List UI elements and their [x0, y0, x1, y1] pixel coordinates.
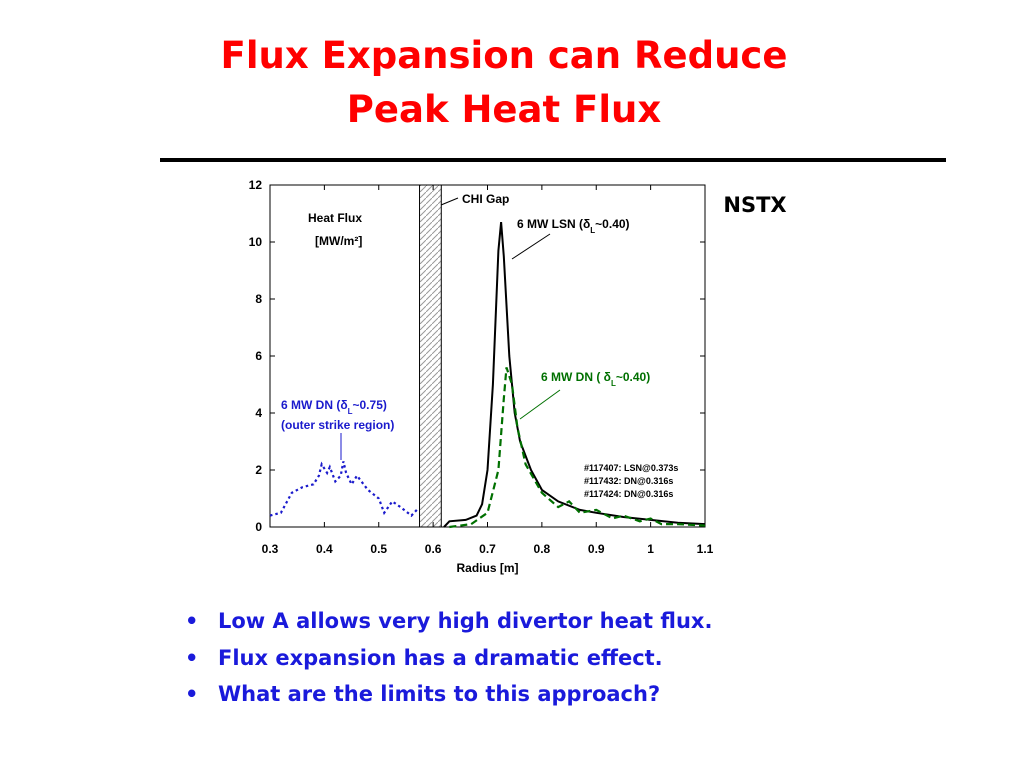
label-text: 6 MW DN (δ	[281, 398, 348, 412]
bullet-dot: •	[185, 682, 198, 706]
y-tick-label: 12	[249, 178, 263, 192]
bullet: Low A allows very high divertor heat flu…	[218, 609, 712, 633]
data-line	[449, 367, 706, 529]
data-line	[443, 222, 706, 528]
y-tick-label: 0	[255, 520, 262, 534]
x-tick-label: 1	[647, 542, 654, 556]
slide-title: Peak Heat Flux	[347, 88, 662, 131]
device-label: NSTX	[723, 193, 786, 217]
y-axis-unit: [MW/m²]	[315, 234, 362, 248]
data-line	[269, 461, 418, 518]
x-axis-label: Radius [m]	[456, 561, 518, 575]
label-text: ~0.40)	[616, 370, 650, 384]
x-tick-label: 0.3	[262, 542, 279, 556]
bullet-dot: •	[185, 609, 198, 633]
y-tick-label: 8	[255, 292, 262, 306]
series-label-note: (outer strike region)	[281, 418, 394, 432]
bullet: What are the limits to this approach?	[218, 682, 660, 706]
y-tick-label: 10	[249, 235, 263, 249]
series-label: 6 MW LSN (δL~0.40)	[517, 217, 630, 235]
annotation: CHI Gap	[462, 192, 509, 206]
y-axis-label: Heat Flux	[308, 211, 362, 225]
x-tick-label: 0.9	[588, 542, 605, 556]
label-sub: L	[348, 407, 353, 416]
x-tick-label: 0.5	[370, 542, 387, 556]
arrow	[519, 389, 561, 420]
shot-note: #117432: DN@0.316s	[584, 476, 673, 486]
x-tick-label: 0.4	[316, 542, 333, 556]
gap-band	[419, 184, 442, 528]
x-tick-label: 0.8	[534, 542, 551, 556]
label-text: ~0.75)	[353, 398, 387, 412]
label-text: 6 MW DN ( δ	[541, 370, 611, 384]
y-tick-label: 4	[255, 406, 262, 420]
shot-note: #117424: DN@0.316s	[584, 489, 673, 499]
series-label: 6 MW DN ( δL~0.40)	[541, 370, 650, 388]
x-tick-label: 1.1	[697, 542, 714, 556]
label-text: 6 MW LSN (δ	[517, 217, 590, 231]
y-tick-label: 6	[255, 349, 262, 363]
y-tick-label: 2	[255, 463, 262, 477]
bullet-dot: •	[185, 646, 198, 670]
slide-title: Flux Expansion can Reduce	[221, 34, 788, 77]
bullet: Flux expansion has a dramatic effect.	[218, 646, 663, 670]
x-tick-label: 0.7	[479, 542, 496, 556]
arrow	[440, 197, 459, 206]
x-tick-label: 0.6	[425, 542, 442, 556]
arrow	[511, 233, 551, 260]
chart: 0 2 4 6 8 10 12 0.3 0.4 0.5 0.6 0.7 0.8 0.9 1 1.1 Radius…	[249, 178, 714, 575]
shot-note: #117407: LSN@0.373s	[584, 463, 678, 473]
label-text: ~0.40)	[595, 217, 629, 231]
label-sub: L	[590, 226, 595, 235]
series-label: 6 MW DN (δL~0.75)	[281, 398, 387, 416]
label-sub: L	[611, 379, 616, 388]
